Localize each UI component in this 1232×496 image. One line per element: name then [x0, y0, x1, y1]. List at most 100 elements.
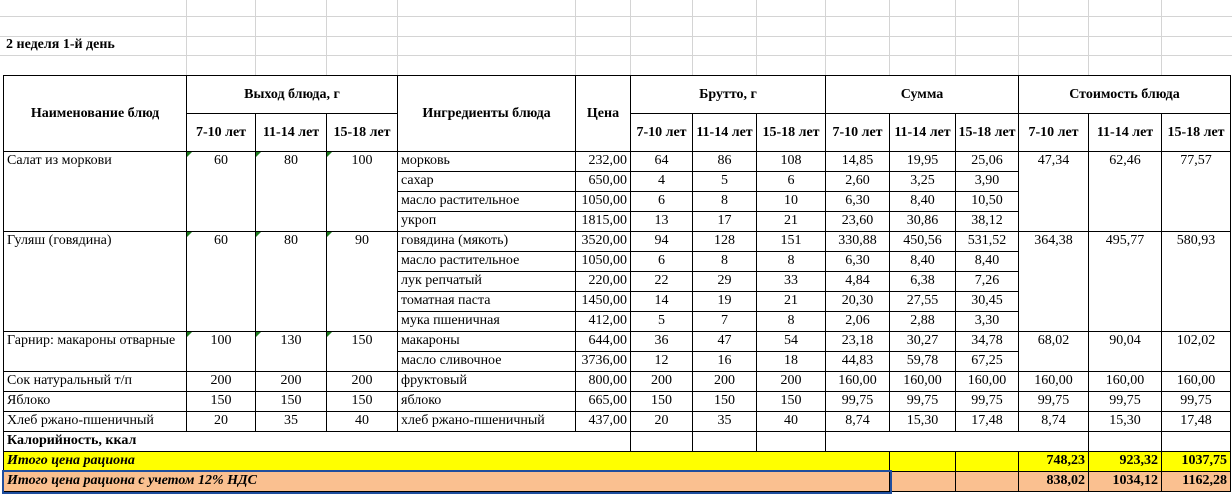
brutto-cell[interactable]: 5: [630, 311, 693, 332]
price-cell[interactable]: 3520,00: [575, 231, 631, 252]
sum-cell[interactable]: 6,38: [889, 271, 956, 292]
brutto-cell[interactable]: 6: [756, 171, 826, 192]
yield-cell[interactable]: 150: [326, 391, 398, 412]
brutto-cell[interactable]: 5: [692, 171, 757, 192]
ingredient-cell[interactable]: хлеб ржано-пшеничный: [397, 411, 576, 432]
yield-cell[interactable]: 200: [255, 371, 327, 392]
sum-cell[interactable]: 3,30: [955, 311, 1019, 332]
header-cost-age-0[interactable]: 7-10 лет: [1018, 113, 1089, 152]
ingredient-cell[interactable]: томатная паста: [397, 291, 576, 312]
header-dish-name[interactable]: Наименование блюд: [3, 75, 187, 152]
header-yield-age-1[interactable]: 11-14 лет: [255, 113, 327, 152]
brutto-cell[interactable]: 86: [692, 151, 757, 172]
sum-cell[interactable]: 8,40: [955, 251, 1019, 272]
header-ingredients[interactable]: Ингредиенты блюда: [397, 75, 576, 152]
yield-cell[interactable]: 80: [255, 151, 327, 232]
total-vat-row-value[interactable]: 1162,28: [1161, 471, 1231, 492]
brutto-cell[interactable]: 29: [692, 271, 757, 292]
yield-cell[interactable]: 130: [255, 331, 327, 372]
header-brutto-age-0[interactable]: 7-10 лет: [630, 113, 693, 152]
sum-cell[interactable]: 23,60: [825, 211, 890, 232]
calories-brutto-cell[interactable]: [756, 431, 826, 452]
header-cost-age-1[interactable]: 11-14 лет: [1088, 113, 1162, 152]
sum-cell[interactable]: 19,95: [889, 151, 956, 172]
sum-cell[interactable]: 6,30: [825, 251, 890, 272]
ingredient-cell[interactable]: лук репчатый: [397, 271, 576, 292]
total-row-value[interactable]: 748,23: [1018, 451, 1089, 472]
dish-cost-cell[interactable]: 580,93: [1161, 231, 1231, 332]
price-cell[interactable]: 800,00: [575, 371, 631, 392]
sum-cell[interactable]: 30,27: [889, 331, 956, 352]
sum-cell[interactable]: 30,86: [889, 211, 956, 232]
total-row-value[interactable]: 923,32: [1088, 451, 1162, 472]
sum-cell[interactable]: 17,48: [955, 411, 1019, 432]
sum-cell[interactable]: 34,78: [955, 331, 1019, 352]
sum-cell[interactable]: 25,06: [955, 151, 1019, 172]
brutto-cell[interactable]: 47: [692, 331, 757, 352]
brutto-cell[interactable]: 150: [630, 391, 693, 412]
header-yield-age-2[interactable]: 15-18 лет: [326, 113, 398, 152]
yield-cell[interactable]: 60: [186, 151, 256, 232]
sum-cell[interactable]: 23,18: [825, 331, 890, 352]
calories-cost-cell[interactable]: [1088, 431, 1162, 452]
yield-cell[interactable]: 20: [186, 411, 256, 432]
yield-cell[interactable]: 150: [186, 391, 256, 412]
sum-cell[interactable]: 10,50: [955, 191, 1019, 212]
brutto-cell[interactable]: 36: [630, 331, 693, 352]
ingredient-cell[interactable]: мука пшеничная: [397, 311, 576, 332]
sheet-title[interactable]: 2 неделя 1-й день: [6, 37, 115, 52]
price-cell[interactable]: 437,00: [575, 411, 631, 432]
calories-label[interactable]: Калорийность, ккал: [3, 431, 631, 452]
ingredient-cell[interactable]: макароны: [397, 331, 576, 352]
price-cell[interactable]: 412,00: [575, 311, 631, 332]
total-row-label[interactable]: Итого цена рациона: [3, 451, 890, 472]
brutto-cell[interactable]: 12: [630, 351, 693, 372]
sum-cell[interactable]: 27,55: [889, 291, 956, 312]
brutto-cell[interactable]: 54: [756, 331, 826, 352]
brutto-cell[interactable]: 40: [756, 411, 826, 432]
sum-cell[interactable]: 2,06: [825, 311, 890, 332]
brutto-cell[interactable]: 4: [630, 171, 693, 192]
sum-cell[interactable]: 59,78: [889, 351, 956, 372]
brutto-cell[interactable]: 108: [756, 151, 826, 172]
brutto-cell[interactable]: 8: [692, 191, 757, 212]
brutto-cell[interactable]: 200: [630, 371, 693, 392]
total-vat-row-value[interactable]: 838,02: [1018, 471, 1089, 492]
brutto-cell[interactable]: 94: [630, 231, 693, 252]
dish-name-cell[interactable]: Сок натуральный т/п: [3, 371, 187, 392]
total-vat-row-value[interactable]: 1034,12: [1088, 471, 1162, 492]
price-cell[interactable]: 1450,00: [575, 291, 631, 312]
dish-cost-cell[interactable]: 364,38: [1018, 231, 1089, 332]
sum-cell[interactable]: 4,84: [825, 271, 890, 292]
brutto-cell[interactable]: 200: [756, 371, 826, 392]
brutto-cell[interactable]: 21: [756, 291, 826, 312]
sum-cell[interactable]: 67,25: [955, 351, 1019, 372]
sum-cell[interactable]: 531,52: [955, 231, 1019, 252]
dish-cost-cell[interactable]: 47,34: [1018, 151, 1089, 232]
sum-cell[interactable]: 44,83: [825, 351, 890, 372]
ingredient-cell[interactable]: яблоко: [397, 391, 576, 412]
sum-cell[interactable]: 2,60: [825, 171, 890, 192]
yield-cell[interactable]: 100: [326, 151, 398, 232]
price-cell[interactable]: 1050,00: [575, 251, 631, 272]
header-sum-age-0[interactable]: 7-10 лет: [825, 113, 890, 152]
total-row-value[interactable]: 1037,75: [1161, 451, 1231, 472]
header-brutto-age-1[interactable]: 11-14 лет: [692, 113, 757, 152]
header-cost-age-2[interactable]: 15-18 лет: [1161, 113, 1231, 152]
price-cell[interactable]: 1815,00: [575, 211, 631, 232]
brutto-cell[interactable]: 21: [756, 211, 826, 232]
price-cell[interactable]: 1050,00: [575, 191, 631, 212]
header-sum-age-1[interactable]: 11-14 лет: [889, 113, 956, 152]
yield-cell[interactable]: 200: [186, 371, 256, 392]
sum-cell[interactable]: 20,30: [825, 291, 890, 312]
price-cell[interactable]: 665,00: [575, 391, 631, 412]
yield-cell[interactable]: 200: [326, 371, 398, 392]
total-vat-row-empty-cell[interactable]: [955, 471, 1019, 492]
dish-cost-cell[interactable]: 99,75: [1088, 391, 1162, 412]
brutto-cell[interactable]: 10: [756, 191, 826, 212]
brutto-cell[interactable]: 150: [692, 391, 757, 412]
ingredient-cell[interactable]: масло растительное: [397, 191, 576, 212]
brutto-cell[interactable]: 35: [692, 411, 757, 432]
dish-cost-cell[interactable]: 15,30: [1088, 411, 1162, 432]
header-sum[interactable]: Сумма: [825, 75, 1019, 114]
